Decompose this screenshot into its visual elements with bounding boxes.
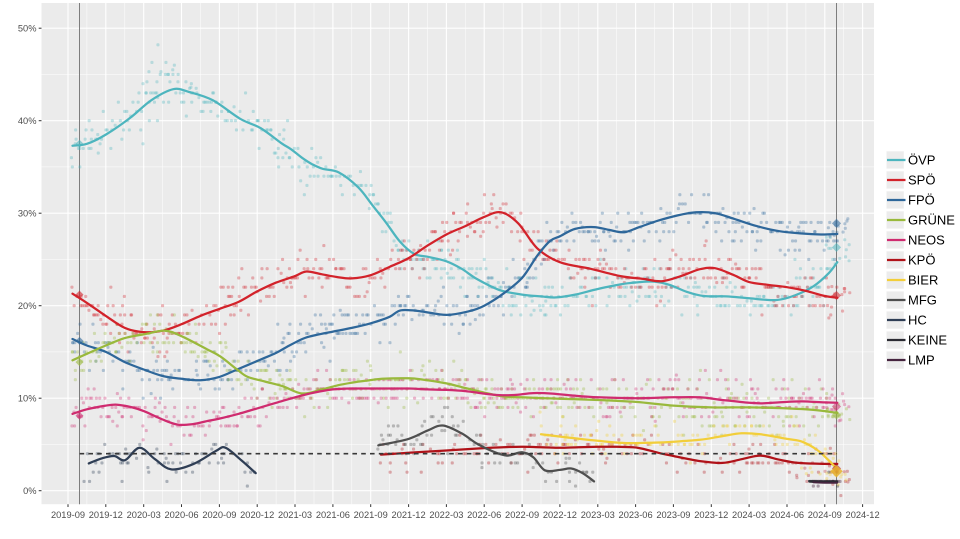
svg-text:FPÖ: FPÖ (908, 193, 935, 208)
svg-text:2020-12: 2020-12 (240, 510, 274, 520)
svg-text:LMP: LMP (908, 353, 935, 368)
svg-text:30%: 30% (18, 209, 37, 219)
svg-text:20%: 20% (18, 301, 37, 311)
svg-text:2022-06: 2022-06 (467, 510, 501, 520)
svg-text:2024-06: 2024-06 (770, 510, 804, 520)
svg-text:2020-09: 2020-09 (202, 510, 236, 520)
svg-text:NEOS: NEOS (908, 233, 945, 248)
svg-text:GRÜNE: GRÜNE (908, 213, 955, 228)
svg-text:50%: 50% (18, 24, 37, 34)
svg-text:2022-09: 2022-09 (505, 510, 539, 520)
svg-text:2024-03: 2024-03 (732, 510, 766, 520)
svg-text:2023-06: 2023-06 (619, 510, 653, 520)
svg-text:2022-12: 2022-12 (543, 510, 577, 520)
svg-text:2020-03: 2020-03 (127, 510, 161, 520)
svg-text:10%: 10% (18, 394, 37, 404)
svg-text:KPÖ: KPÖ (908, 253, 935, 268)
svg-text:2021-03: 2021-03 (278, 510, 312, 520)
svg-text:2023-12: 2023-12 (694, 510, 728, 520)
svg-text:SPÖ: SPÖ (908, 173, 935, 188)
svg-text:2019-09: 2019-09 (51, 510, 85, 520)
svg-text:2019-12: 2019-12 (89, 510, 123, 520)
svg-text:2023-09: 2023-09 (656, 510, 690, 520)
svg-text:MFG: MFG (908, 293, 937, 308)
svg-text:2021-12: 2021-12 (392, 510, 426, 520)
svg-text:2023-03: 2023-03 (581, 510, 615, 520)
svg-text:2021-09: 2021-09 (354, 510, 388, 520)
svg-text:2021-06: 2021-06 (316, 510, 350, 520)
svg-text:2024-12: 2024-12 (846, 510, 880, 520)
svg-text:ÖVP: ÖVP (908, 153, 935, 168)
svg-text:0%: 0% (23, 486, 36, 496)
svg-text:KEINE: KEINE (908, 333, 947, 348)
svg-text:40%: 40% (18, 116, 37, 126)
svg-text:HC: HC (908, 313, 927, 328)
svg-text:2020-06: 2020-06 (164, 510, 198, 520)
svg-text:BIER: BIER (908, 273, 938, 288)
svg-text:2022-03: 2022-03 (429, 510, 463, 520)
svg-text:2024-09: 2024-09 (808, 510, 842, 520)
